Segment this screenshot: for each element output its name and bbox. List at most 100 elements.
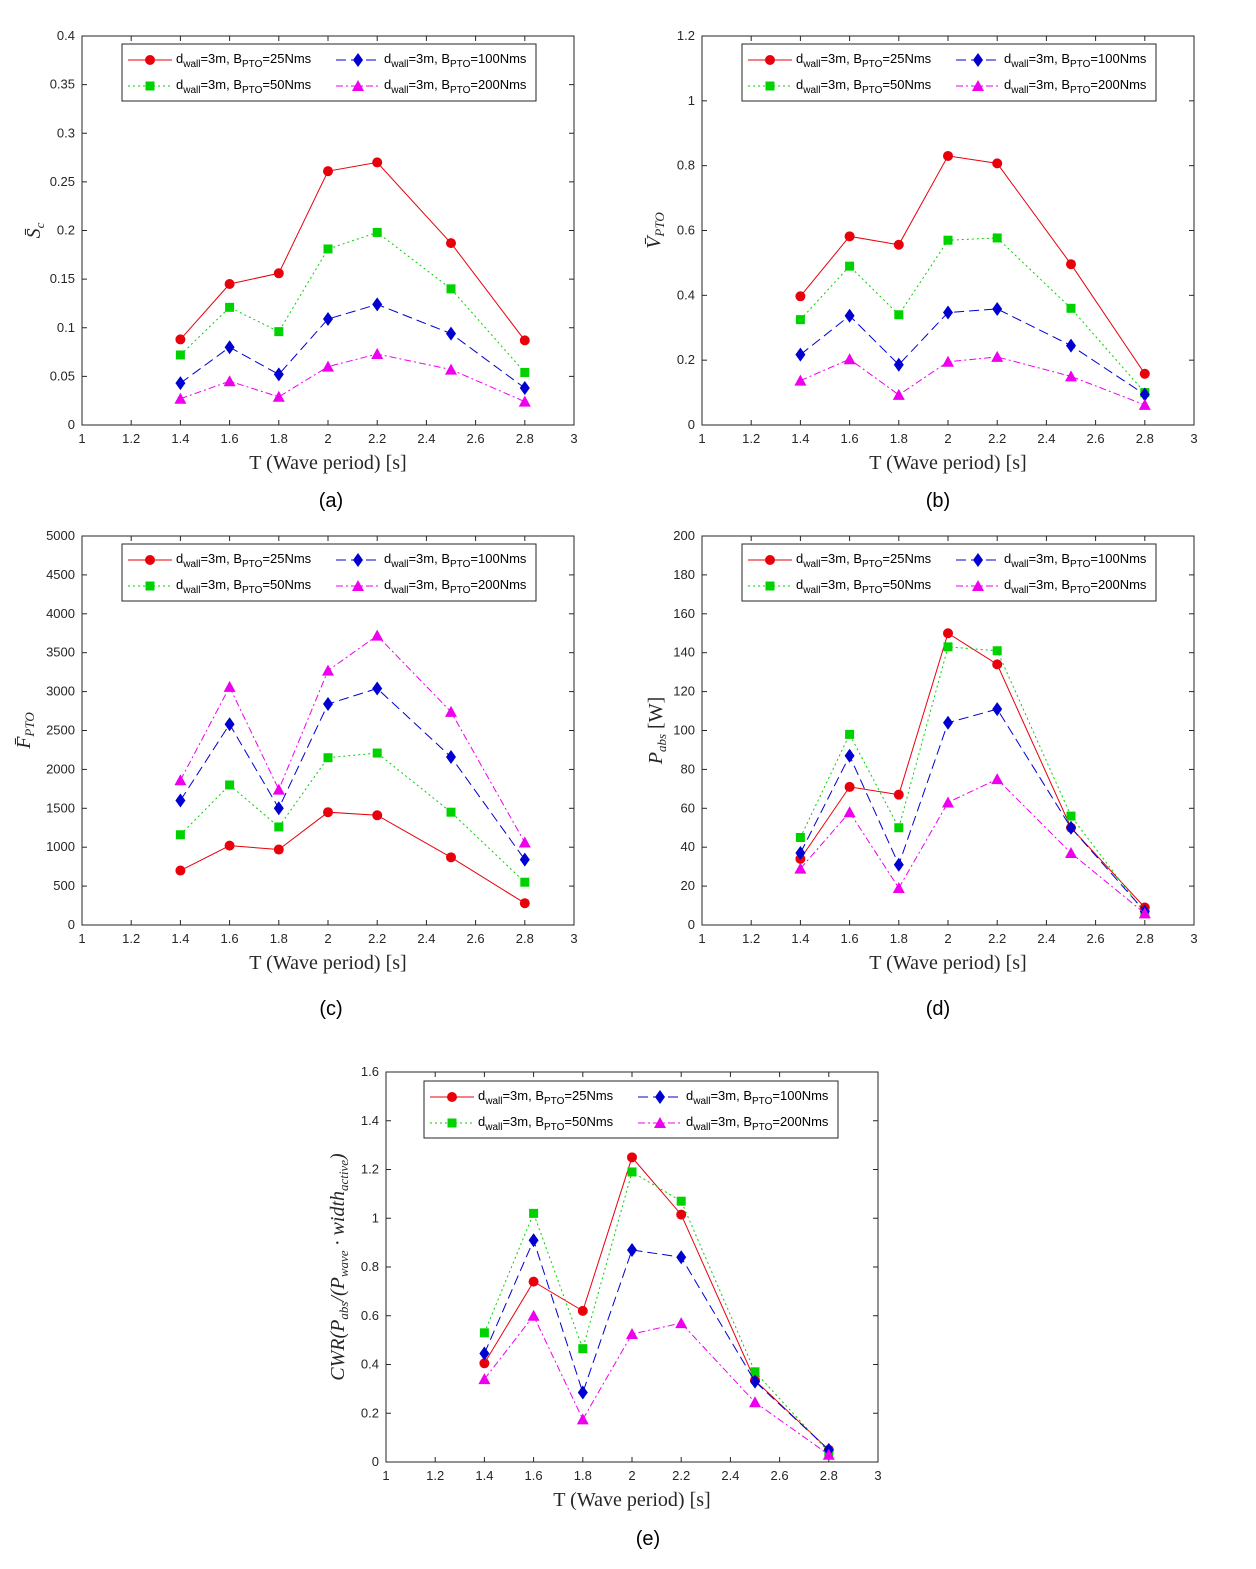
data-point xyxy=(627,1167,637,1177)
y-tick-label: 1 xyxy=(372,1210,379,1225)
legend-marker xyxy=(145,55,155,65)
x-tick-label: 2.4 xyxy=(721,1468,739,1483)
legend-marker xyxy=(353,553,363,567)
x-tick-label: 1.2 xyxy=(122,931,140,946)
data-point xyxy=(992,659,1003,670)
data-point xyxy=(626,1328,638,1340)
data-point xyxy=(529,1208,539,1218)
x-tick-label: 2 xyxy=(324,431,331,446)
data-point xyxy=(175,376,186,391)
x-tick-label: 2.2 xyxy=(672,1468,690,1483)
x-tick-label: 3 xyxy=(1190,431,1197,446)
data-point xyxy=(943,150,953,161)
data-point xyxy=(1066,820,1076,835)
data-point xyxy=(578,1344,588,1354)
legend: dwall=3m, BPTO=25Nms dwall=3m, BPTO=100Nm… xyxy=(423,1080,839,1139)
data-point xyxy=(992,233,1002,243)
legend-entry: dwall=3m, BPTO=100Nms xyxy=(686,1088,829,1107)
data-point xyxy=(1066,811,1076,821)
data-point xyxy=(992,702,1003,717)
x-tick-label: 2.6 xyxy=(771,1468,789,1483)
data-point xyxy=(274,327,284,337)
data-point xyxy=(843,353,856,365)
x-tick-label: 1.8 xyxy=(890,931,908,946)
legend: dwall=3m, BPTO=25Nms dwall=3m, BPTO=100Nm… xyxy=(741,543,1157,602)
data-point xyxy=(224,340,235,355)
x-tick-label: 1.6 xyxy=(841,431,859,446)
data-point xyxy=(577,1305,588,1316)
data-point xyxy=(845,261,855,271)
data-point xyxy=(1065,847,1077,859)
data-point xyxy=(894,823,904,833)
y-tick-label: 1.2 xyxy=(361,1162,379,1177)
data-point xyxy=(992,646,1002,656)
data-point xyxy=(519,381,530,396)
x-tick-label: 1 xyxy=(698,931,705,946)
data-point xyxy=(224,840,235,851)
x-tick-label: 2 xyxy=(944,431,951,446)
y-tick-label: 4500 xyxy=(46,567,75,582)
data-point xyxy=(323,244,333,254)
x-tick-label: 1.2 xyxy=(426,1468,444,1483)
data-point xyxy=(843,806,856,818)
data-point xyxy=(1139,387,1150,402)
series-3 xyxy=(795,301,1150,402)
chart-panel-4: 1 1.2 1.4 1.6 1.8 2 2.2 2.4 2.6 2.8 3 0 20 40 60 80 100 1… xyxy=(645,528,1198,1020)
x-tick-label: 1.4 xyxy=(791,931,809,946)
legend-entry: dwall=3m, BPTO=25Nms xyxy=(796,551,932,570)
y-axis-label: F̄PTO xyxy=(13,712,37,750)
data-point xyxy=(322,664,334,676)
legend-entry: dwall=3m, BPTO=200Nms xyxy=(1004,577,1147,596)
data-point xyxy=(1066,259,1076,270)
legend-marker xyxy=(655,1090,665,1104)
series-3 xyxy=(175,297,530,396)
legend-entry: dwall=3m, BPTO=100Nms xyxy=(384,51,527,70)
data-point xyxy=(372,681,383,696)
x-tick-label: 1 xyxy=(78,931,85,946)
y-tick-label: 0.1 xyxy=(57,320,75,335)
y-tick-label: 4000 xyxy=(46,606,75,621)
data-point xyxy=(175,830,185,840)
data-point xyxy=(323,807,333,818)
data-point xyxy=(992,158,1003,169)
series-1 xyxy=(175,807,530,909)
data-point xyxy=(519,335,530,346)
y-tick-label: 0 xyxy=(68,417,75,432)
data-point xyxy=(372,227,382,237)
data-point xyxy=(446,807,456,817)
data-point xyxy=(224,278,235,289)
y-tick-label: 0.4 xyxy=(57,28,75,43)
x-axis-label: T (Wave period) [s] xyxy=(249,952,406,974)
x-tick-label: 1.6 xyxy=(221,431,239,446)
legend-box xyxy=(121,543,537,602)
data-point xyxy=(893,789,904,800)
data-point xyxy=(273,367,284,382)
y-tick-label: 500 xyxy=(53,878,75,893)
legend-marker xyxy=(145,81,155,91)
series-4 xyxy=(174,348,531,407)
data-point xyxy=(223,680,236,692)
x-tick-label: 1.4 xyxy=(171,931,189,946)
x-tick-label: 3 xyxy=(570,431,577,446)
data-point xyxy=(527,1309,540,1321)
data-point xyxy=(520,367,530,377)
data-point xyxy=(273,844,284,855)
data-point xyxy=(323,311,333,326)
legend-marker xyxy=(973,53,983,67)
legend-marker xyxy=(765,55,775,65)
data-point xyxy=(844,781,855,792)
legend-marker xyxy=(973,553,983,567)
x-tick-label: 2.8 xyxy=(1136,931,1154,946)
legend-entry: dwall=3m, BPTO=25Nms xyxy=(478,1088,614,1107)
series-3 xyxy=(479,1233,834,1457)
x-tick-label: 2.2 xyxy=(988,931,1006,946)
x-tick-label: 2.2 xyxy=(988,431,1006,446)
data-point xyxy=(479,1328,489,1338)
y-tick-label: 1.2 xyxy=(677,28,695,43)
y-tick-label: 0.6 xyxy=(677,223,695,238)
series-2 xyxy=(175,748,530,887)
data-point xyxy=(518,836,531,848)
y-tick-label: 1 xyxy=(688,93,695,108)
data-point xyxy=(795,291,806,302)
data-point xyxy=(478,1373,491,1385)
